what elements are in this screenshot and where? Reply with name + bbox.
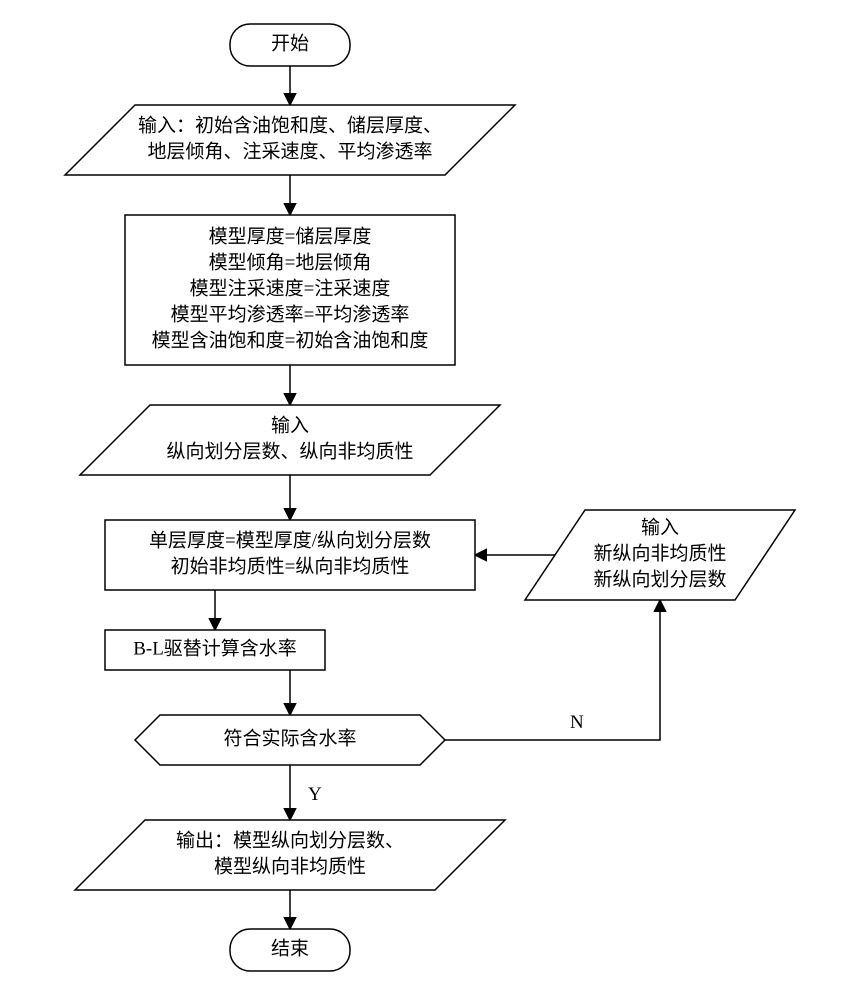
svg-text:新纵向划分层数: 新纵向划分层数 xyxy=(593,568,726,590)
svg-text:输入: 输入 xyxy=(641,516,679,538)
svg-text:模型纵向非均质性: 模型纵向非均质性 xyxy=(214,855,366,877)
svg-text:开始: 开始 xyxy=(271,32,309,54)
node-end: 结束 xyxy=(230,929,350,971)
svg-text:模型倾角=地层倾角: 模型倾角=地层倾角 xyxy=(209,251,372,273)
edge-label: Y xyxy=(308,784,322,805)
svg-text:输出：模型纵向划分层数、: 输出：模型纵向划分层数、 xyxy=(176,829,404,851)
svg-text:初始非均质性=纵向非均质性: 初始非均质性=纵向非均质性 xyxy=(171,555,410,577)
svg-text:纵向划分层数、纵向非均质性: 纵向划分层数、纵向非均质性 xyxy=(166,440,413,462)
node-input1: 输入：初始含油饱和度、储层厚度、地层倾角、注采速度、平均渗透率 xyxy=(65,105,515,175)
node-input3: 输入新纵向非均质性新纵向划分层数 xyxy=(525,510,795,600)
svg-text:结束: 结束 xyxy=(271,937,309,959)
svg-text:新纵向非均质性: 新纵向非均质性 xyxy=(593,542,726,564)
svg-text:符合实际含水率: 符合实际含水率 xyxy=(223,727,356,749)
node-process1: 模型厚度=储层厚度模型倾角=地层倾角模型注采速度=注采速度模型平均渗透率=平均渗… xyxy=(125,215,455,365)
svg-text:模型含油饱和度=初始含油饱和度: 模型含油饱和度=初始含油饱和度 xyxy=(152,329,429,351)
svg-text:模型厚度=储层厚度: 模型厚度=储层厚度 xyxy=(209,225,372,247)
node-start: 开始 xyxy=(230,24,350,66)
svg-text:B-L驱替计算含水率: B-L驱替计算含水率 xyxy=(133,637,297,659)
node-process3: B-L驱替计算含水率 xyxy=(105,630,325,670)
svg-text:单层厚度=模型厚度/纵向划分层数: 单层厚度=模型厚度/纵向划分层数 xyxy=(149,529,431,551)
node-output1: 输出：模型纵向划分层数、模型纵向非均质性 xyxy=(75,820,505,890)
edges-layer: YN xyxy=(215,66,660,929)
node-decision: 符合实际含水率 xyxy=(135,715,445,765)
edge-label: N xyxy=(570,712,584,733)
nodes-layer: 开始输入：初始含油饱和度、储层厚度、地层倾角、注采速度、平均渗透率模型厚度=储层… xyxy=(65,24,795,971)
svg-text:模型平均渗透率=平均渗透率: 模型平均渗透率=平均渗透率 xyxy=(171,303,410,325)
node-process2: 单层厚度=模型厚度/纵向划分层数初始非均质性=纵向非均质性 xyxy=(105,520,475,590)
svg-text:模型注采速度=注采速度: 模型注采速度=注采速度 xyxy=(190,277,391,299)
svg-text:输入: 输入 xyxy=(271,414,309,436)
node-input2: 输入纵向划分层数、纵向非均质性 xyxy=(80,405,500,475)
edge xyxy=(445,600,660,740)
svg-text:地层倾角、注采速度、平均渗透率: 地层倾角、注采速度、平均渗透率 xyxy=(147,140,432,162)
svg-text:输入：初始含油饱和度、储层厚度、: 输入：初始含油饱和度、储层厚度、 xyxy=(138,114,442,136)
